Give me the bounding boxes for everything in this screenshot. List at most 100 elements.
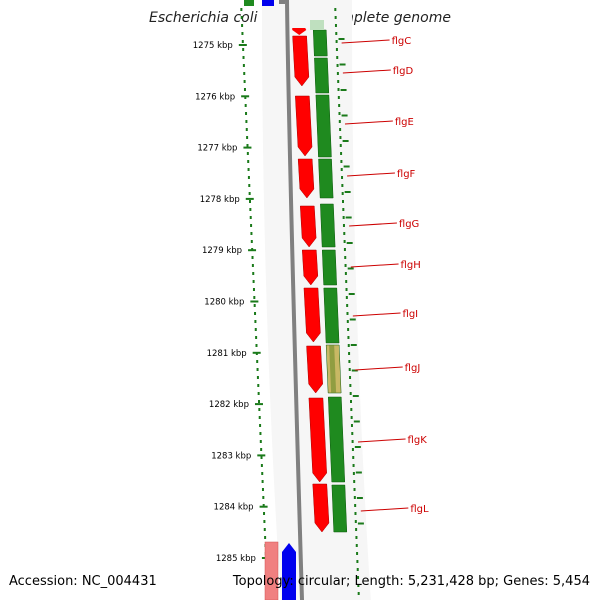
scale-dot	[352, 464, 355, 467]
partial-feature-top-grey	[279, 0, 285, 4]
scale-dot	[259, 440, 262, 443]
scale-dot	[337, 96, 340, 99]
scale-dot	[258, 416, 261, 419]
scale-dot	[348, 368, 351, 371]
minor-tick	[353, 420, 360, 423]
scale-tick-label: 1280 kbp	[204, 298, 244, 308]
scale-dot	[252, 272, 255, 275]
scale-dot	[348, 352, 351, 355]
scale-dot	[246, 136, 249, 139]
scale-dot	[342, 216, 345, 219]
cds-block-inner	[329, 345, 337, 393]
scale-dot	[254, 320, 257, 323]
minor-tick	[345, 216, 352, 219]
scale-dot	[259, 424, 262, 427]
gene-label-flgF: flgF	[397, 169, 416, 180]
scale-dot	[345, 288, 348, 291]
scale-dot	[340, 160, 343, 163]
genome-summary: Topology: circular; Length: 5,231,428 bp…	[232, 574, 590, 589]
scale-dot	[352, 456, 355, 459]
scale-dot	[260, 456, 263, 459]
scale-dot	[336, 64, 339, 67]
scale-dot	[349, 384, 352, 387]
gene-label-flgC: flgC	[392, 36, 412, 47]
scale-dot	[352, 472, 355, 475]
scale-major-tick	[248, 249, 257, 252]
scale-dot	[350, 424, 353, 427]
scale-dot	[350, 400, 352, 403]
scale-dot	[337, 88, 340, 91]
cds-block-flgC	[312, 29, 328, 57]
scale-dot	[354, 512, 357, 515]
scale-dot	[258, 408, 261, 411]
scale-dot	[344, 256, 347, 259]
scale-dot	[357, 592, 360, 595]
scale-dot	[353, 480, 356, 483]
scale-dot	[247, 168, 250, 171]
scale-dot	[243, 88, 246, 91]
scale-dot	[244, 96, 247, 99]
scale-dot	[341, 184, 344, 187]
scale-dot	[340, 152, 343, 155]
scale-dot	[249, 216, 252, 219]
gene-leader-line	[350, 263, 399, 268]
scale-dot	[335, 48, 338, 51]
minor-tick	[340, 89, 347, 91]
scale-ticks: 1275 kbp 1276 kbp 1277 kbp 1278 kbp 1279 kbp…	[193, 41, 270, 564]
gene-label-flgD: flgD	[393, 66, 414, 77]
minor-tick	[347, 267, 354, 270]
scale-dot	[243, 80, 246, 83]
scale-dot	[335, 40, 338, 43]
scale-dot	[356, 560, 359, 563]
scale-dot	[251, 256, 254, 259]
scale-dot	[247, 176, 250, 179]
gene-arrows	[292, 28, 330, 533]
scale-dot	[338, 112, 341, 115]
scale-dot	[339, 144, 342, 147]
scale-major-tick	[250, 300, 259, 303]
scale-tick-label: 1278 kbp	[200, 195, 240, 205]
scale-dot	[355, 528, 358, 531]
gene-labels: flgC flgD flgE flgF flgG flgH flgI flgJ flgK flgL	[341, 36, 429, 515]
scale-dot	[242, 64, 245, 67]
scale-dot	[342, 200, 344, 203]
scale-dot	[355, 536, 358, 539]
scale-dot	[344, 272, 347, 275]
scale-tick-label: 1281 kbp	[207, 349, 247, 359]
accession-label: Accession: NC_004431	[9, 574, 157, 589]
minor-tick	[346, 242, 353, 244]
gene-leader-line	[347, 172, 395, 177]
scale-dot	[260, 464, 263, 467]
scale-dot	[245, 128, 248, 131]
gene-label-flgH: flgH	[401, 260, 421, 271]
scale-dot	[345, 280, 348, 283]
scale-dot	[249, 200, 251, 203]
gene-arrow-flgC	[292, 28, 307, 35]
cds-block-flgG	[320, 203, 336, 248]
partial-feature-top-lightgreen	[310, 20, 324, 30]
scale-dot	[247, 160, 250, 163]
scale-major-tick	[245, 197, 254, 200]
minor-tick	[341, 114, 348, 117]
gene-leader-line	[341, 39, 390, 44]
gene-arrow-flgG	[300, 205, 317, 248]
scale-dot	[245, 120, 248, 123]
minor-tick	[351, 369, 358, 372]
scale-dot	[340, 168, 343, 171]
minor-tick	[343, 165, 350, 168]
cds-block-flgI	[323, 287, 340, 344]
scale-tick-label: 1277 kbp	[197, 144, 237, 154]
cds-blocks	[312, 29, 348, 533]
gene-label-flgJ: flgJ	[405, 363, 421, 374]
minor-tick	[357, 522, 364, 525]
scale-dot	[241, 40, 244, 43]
cds-block-flgK	[328, 396, 346, 483]
scale-dot	[337, 80, 340, 83]
scale-dot	[349, 376, 352, 379]
scale-dot	[351, 448, 354, 451]
gene-arrow-flgI	[303, 287, 321, 343]
scale-tick-label: 1284 kbp	[214, 503, 254, 513]
scale-dot	[256, 360, 259, 363]
scale-dotted-line-right	[334, 8, 360, 595]
